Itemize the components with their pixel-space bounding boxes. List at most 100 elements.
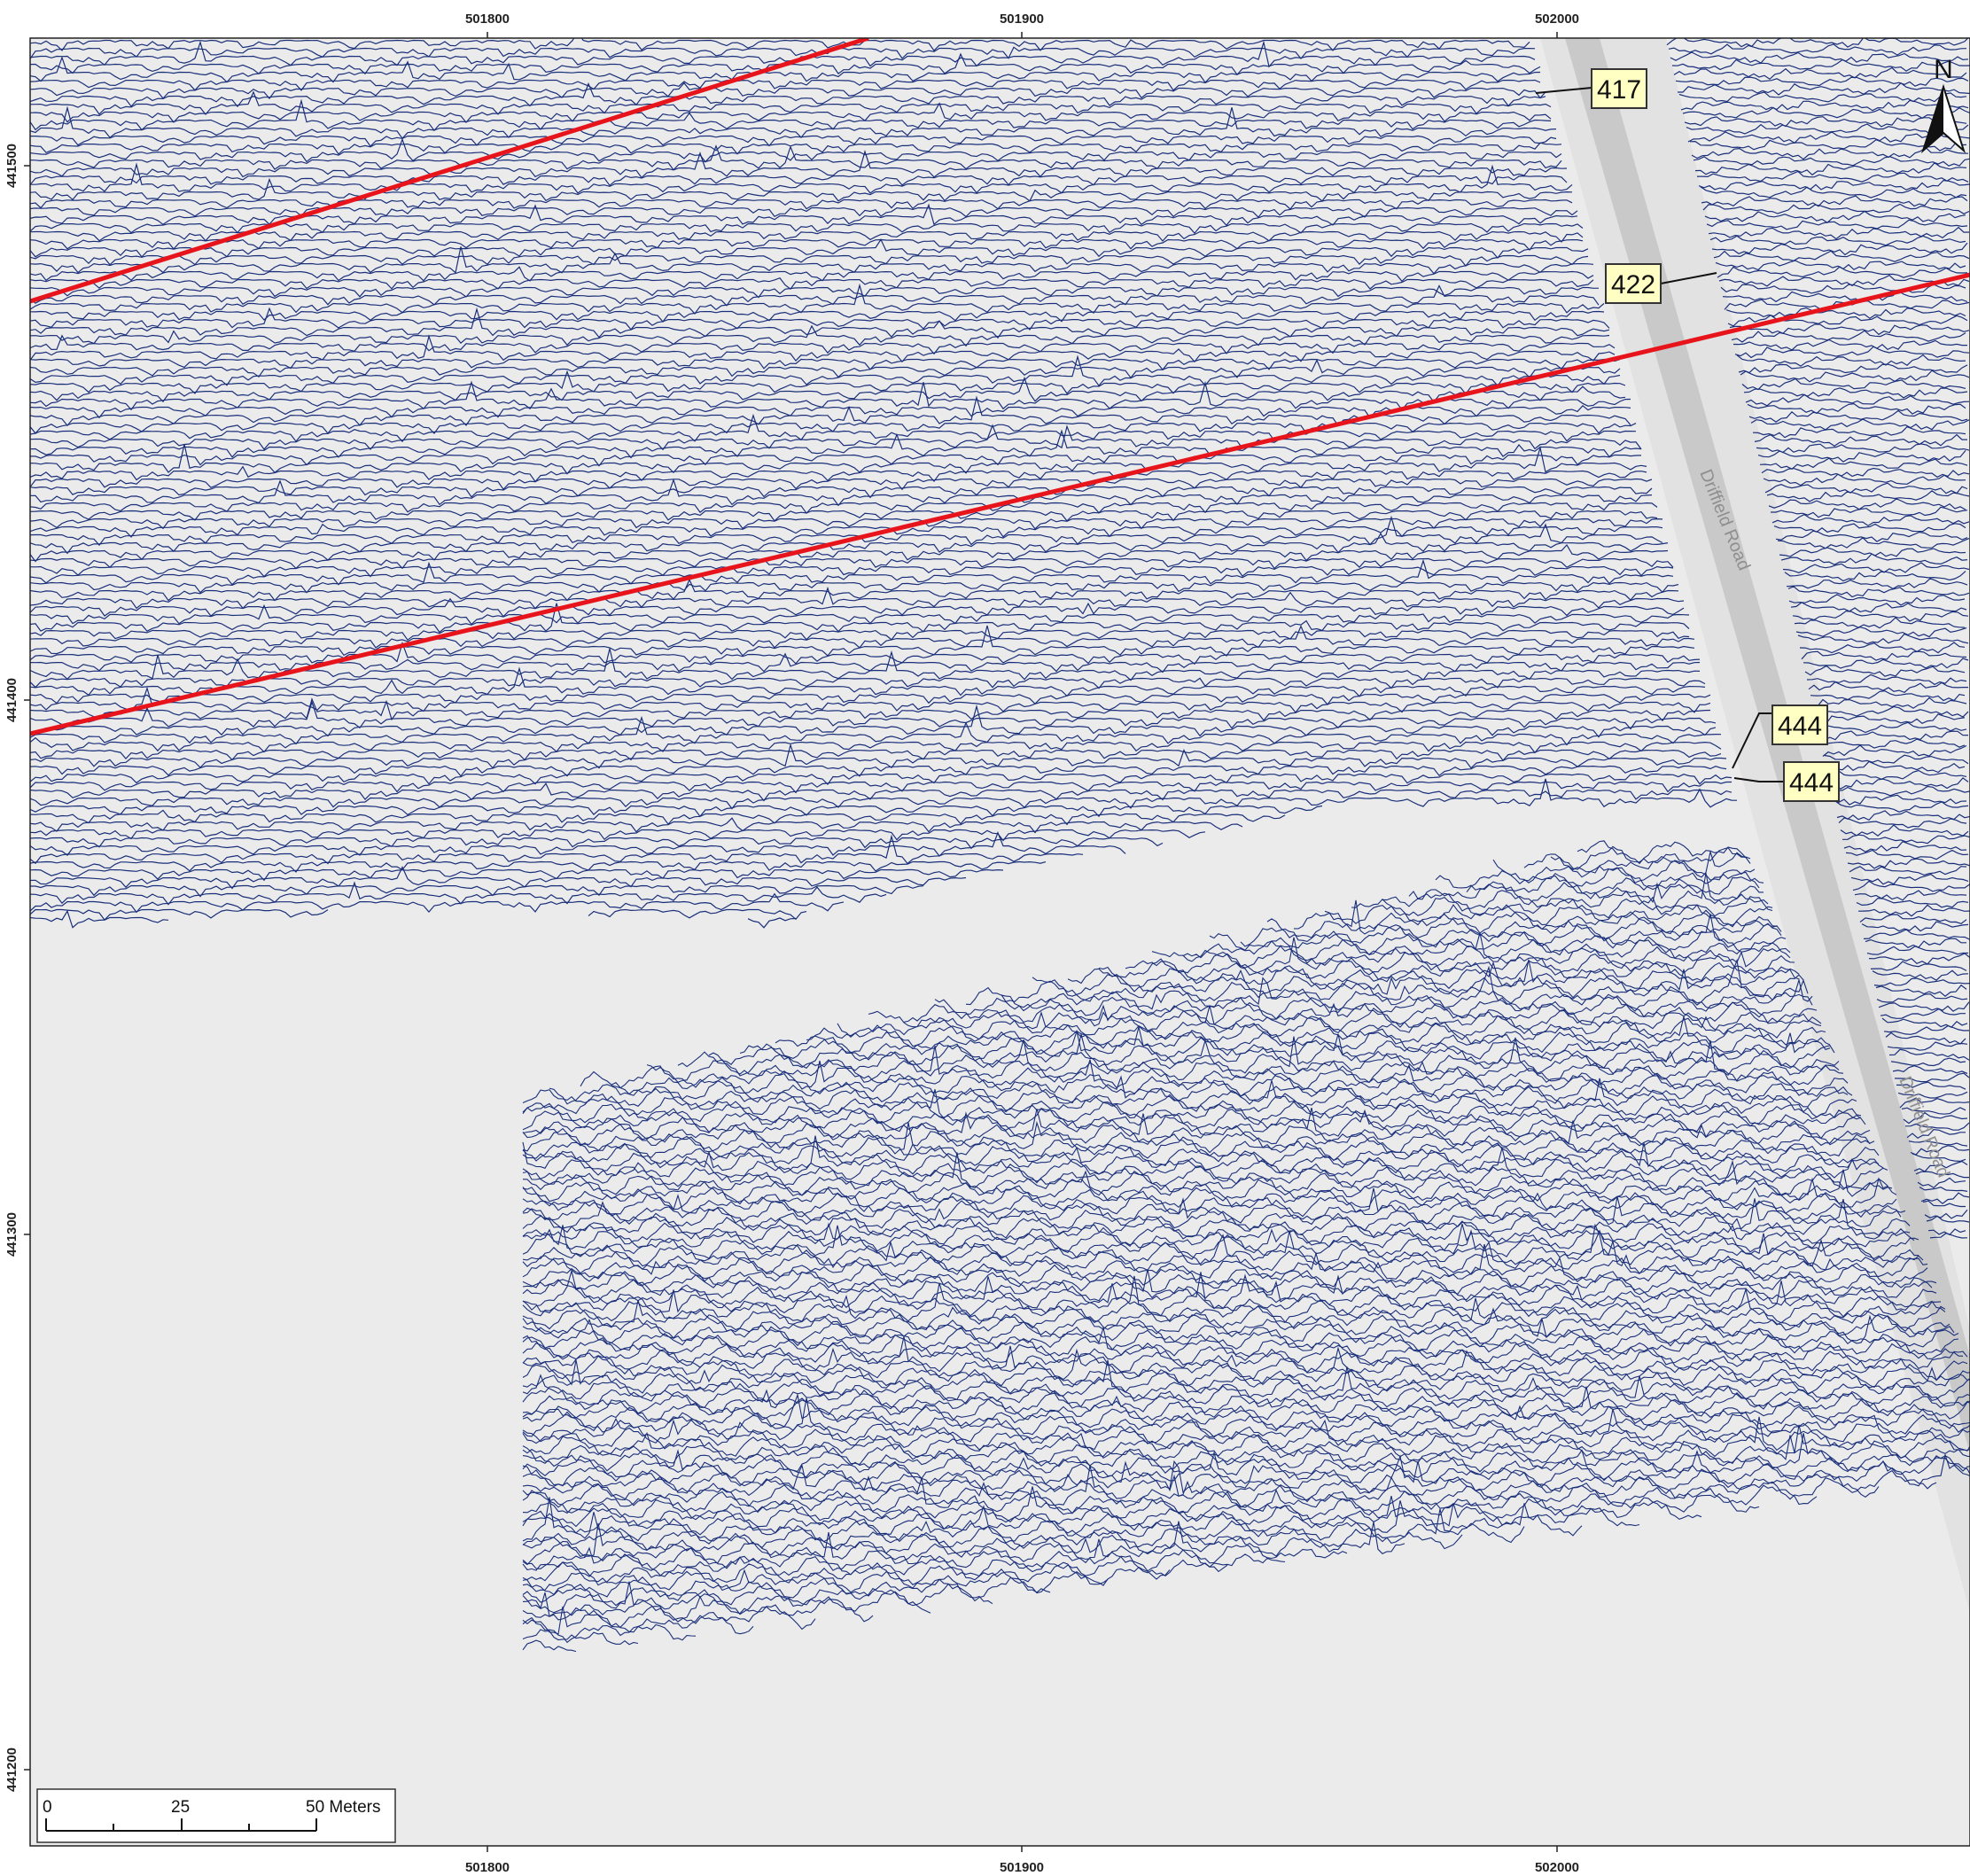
survey-trace: [1854, 890, 1967, 901]
survey-trace: [806, 1016, 1826, 1049]
survey-trace: [1880, 1008, 1966, 1019]
left-axis: 441500 441400 441300 441200: [4, 144, 30, 1792]
survey-trace: [30, 102, 1552, 124]
survey-trace: [1754, 433, 1967, 448]
survey-trace: [1899, 1097, 1970, 1109]
survey-trace: [522, 1225, 1919, 1262]
callout-label: 444: [1789, 768, 1834, 798]
survey-trace: [1686, 123, 1969, 136]
survey-trace: [1763, 473, 1966, 487]
survey-trace: [30, 736, 1722, 754]
survey-trace: [965, 965, 1813, 1012]
survey-trace: [1182, 932, 1791, 964]
survey-trace: [1668, 43, 1967, 56]
survey-trace: [1852, 880, 1970, 892]
survey-trace: [1861, 921, 1969, 932]
survey-trace: [1804, 665, 1966, 677]
survey-trace: [1818, 730, 1969, 741]
survey-trace: [30, 177, 1573, 202]
survey-trace: [1775, 530, 1968, 542]
survey-trace: [522, 1606, 816, 1631]
survey-trace: [30, 56, 1541, 84]
survey-trace: [522, 1424, 1970, 1460]
survey-trace: [30, 284, 1600, 307]
survey-trace: [522, 1639, 577, 1653]
survey-trace: [522, 1334, 1959, 1360]
survey-trace: [1689, 139, 1967, 152]
survey-trace: [30, 413, 1637, 443]
survey-trace: [775, 1030, 1831, 1056]
survey-trace: [30, 866, 967, 890]
survey-trace: [522, 1318, 1959, 1354]
survey-trace: [30, 454, 1642, 467]
survey-trace: [1698, 179, 1970, 191]
survey-trace: [30, 697, 1711, 722]
bottom-axis: 501800 501900 502000: [465, 1846, 1579, 1875]
survey-trace: [1209, 914, 1787, 956]
survey-trace: [1750, 418, 1970, 431]
survey-trace: [30, 581, 1679, 594]
survey-trace: [1756, 443, 1970, 454]
survey-trace: [1803, 658, 1969, 669]
survey-trace: [1857, 904, 1970, 917]
survey-trace: [1824, 754, 1969, 765]
survey-trace: [1266, 899, 1782, 942]
survey-trace: [522, 1433, 1970, 1474]
survey-trace: [522, 1553, 1228, 1577]
survey-traces-south: [522, 840, 1970, 1653]
survey-trace: [30, 324, 1610, 347]
survey-trace: [30, 603, 1690, 626]
survey-trace: [1784, 571, 1966, 582]
survey-trace: [1885, 1031, 1966, 1045]
survey-trace: [30, 515, 1663, 547]
survey-trace: [1817, 721, 1967, 734]
survey-trace: [522, 1336, 1968, 1375]
survey-traces-east: [1666, 38, 1970, 1239]
survey-trace: [522, 1581, 931, 1615]
survey-trace: [1833, 794, 1967, 806]
survey-trace: [522, 1359, 1970, 1389]
survey-trace: [522, 1629, 639, 1646]
survey-trace: [522, 1408, 1970, 1446]
survey-trace: [30, 334, 1616, 355]
survey-trace: [30, 648, 1701, 681]
survey-trace: [1701, 195, 1968, 207]
callout-422: 422: [1605, 263, 1717, 304]
survey-trace: [30, 625, 1695, 657]
survey-trace: [1711, 242, 1968, 256]
survey-trace: [1806, 673, 1967, 686]
survey-trace: [1799, 642, 1966, 654]
survey-trace: [30, 543, 1669, 563]
survey-trace: [30, 144, 1562, 171]
survey-trace: [30, 307, 1610, 331]
survey-trace: [1748, 409, 1968, 423]
survey-trace: [1875, 984, 1967, 997]
survey-trace: [522, 1196, 1902, 1226]
survey-trace: [522, 1198, 1906, 1234]
survey-trace: [1678, 82, 1970, 96]
survey-trace: [30, 837, 1164, 850]
survey-trace: [1747, 402, 1966, 415]
survey-trace: [1729, 323, 1970, 336]
survey-trace: [30, 641, 1701, 666]
survey-trace: [522, 1454, 1937, 1495]
survey-trace: [522, 1386, 1970, 1417]
survey-trace: [1691, 146, 1969, 160]
survey-trace: [30, 206, 1578, 219]
survey-trace: [522, 1568, 1109, 1594]
north-arrow: N: [1920, 55, 1966, 154]
survey-trace: [522, 1497, 1525, 1544]
survey-trace: [1910, 1145, 1970, 1156]
survey-trace: [522, 1078, 1853, 1112]
survey-trace: [1820, 738, 1966, 749]
survey-trace: [30, 105, 1557, 140]
survey-trace: [1787, 586, 1970, 598]
survey-trace: [1717, 266, 1968, 278]
survey-trace: [1901, 1107, 1966, 1115]
survey-trace: [522, 1452, 1970, 1489]
survey-trace: [1868, 953, 1970, 965]
survey-trace: [30, 629, 1690, 642]
bottom-tick-502000: 502000: [1535, 1860, 1579, 1875]
survey-trace: [522, 1223, 1919, 1269]
